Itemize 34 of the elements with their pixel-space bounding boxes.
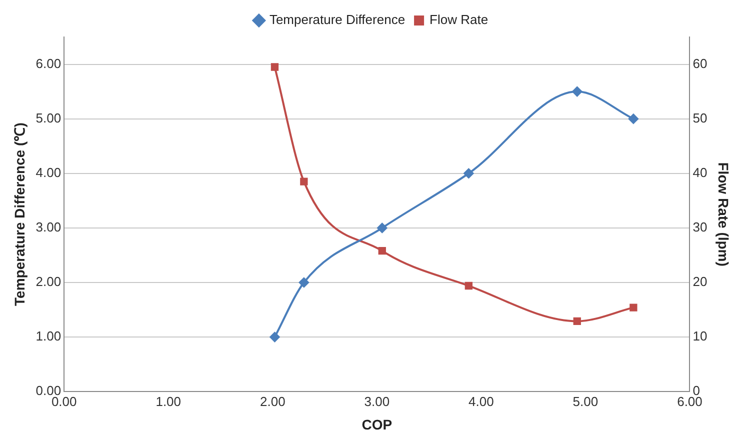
x-tick-label: 5.00 [572,394,598,409]
point [300,178,308,186]
y2-tick-label: 60 [692,56,708,71]
legend-label: Temperature Difference [269,12,406,28]
point [298,277,309,288]
y2-axis-title: Flow Rate (lpm) [716,162,732,266]
y-tick-label: 1.00 [36,328,62,344]
y2-tick-label: 10 [692,328,708,344]
point [270,332,280,342]
point [270,63,279,71]
point [572,86,582,97]
x-tick-label: 1.00 [156,394,182,409]
y-axis-title: Temperature Difference (℃) [11,122,28,306]
x-tick-label: 4.00 [468,394,494,409]
y-tick-label: 4.00 [36,164,62,180]
point [464,282,473,290]
y2-tick-label: 20 [692,274,708,290]
point [630,304,638,312]
point [377,222,388,233]
point [628,114,638,124]
point [378,247,386,255]
point [464,168,474,178]
x-axis-title: COP [362,416,392,432]
y-tick-label: 6.00 [36,56,62,71]
x-tick-label: 3.00 [364,394,390,409]
x-tick-label: 2.00 [260,394,286,409]
y-tick-label: 5.00 [36,110,62,126]
y-tick-label: 2.00 [36,274,62,290]
legend-label: Flow Rate [430,12,488,28]
y2-tick-label: 50 [692,110,708,126]
y-tick-label: 3.00 [36,220,62,235]
y2-tick-label: 30 [692,220,708,235]
y2-tick-label: 40 [692,164,708,180]
point [573,317,581,326]
